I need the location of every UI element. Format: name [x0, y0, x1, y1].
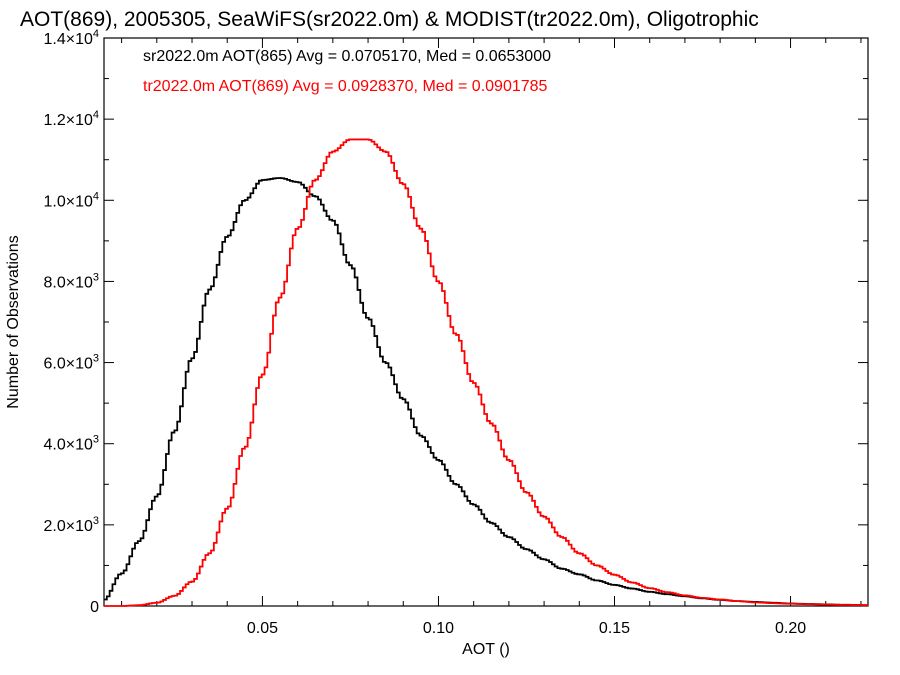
series-line-tr2022 — [104, 138, 869, 607]
legend-entry-sr: sr2022.0m AOT(865) Avg = 0.0705170, Med … — [143, 48, 551, 65]
y-tick-label: 0 — [90, 599, 99, 616]
y-tick-label: 6.0×103 — [43, 353, 99, 373]
y-axis-label: Number of Observations — [5, 235, 22, 408]
chart-title: AOT(869), 2005305, SeaWiFS(sr2022.0m) & … — [20, 8, 759, 31]
x-axis-ticks: 0.05 0.10 0.15 0.20 — [121, 38, 862, 637]
y-tick-label: 4.0×103 — [43, 434, 99, 454]
y-tick-label: 2.0×103 — [43, 515, 99, 535]
x-tick-label: 0.20 — [775, 620, 806, 637]
y-tick-label: 1.2×104 — [43, 109, 99, 129]
y-tick-label: 8.0×103 — [43, 271, 99, 291]
x-axis-label: AOT () — [462, 641, 510, 658]
x-tick-label: 0.15 — [599, 620, 630, 637]
x-tick-label: 0.05 — [247, 620, 278, 637]
y-axis-ticks: 0 2.0×103 4.0×103 6.0×103 8.0×103 1.0×104 1.2×… — [43, 28, 868, 616]
x-tick-label: 0.10 — [423, 620, 454, 637]
y-tick-label: 1.4×104 — [43, 28, 99, 48]
series-line-sr2022 — [104, 177, 869, 607]
y-tick-label: 1.0×104 — [43, 190, 99, 210]
series-layer — [104, 138, 869, 607]
legend-entry-tr: tr2022.0m AOT(869) Avg = 0.0928370, Med … — [143, 78, 548, 95]
